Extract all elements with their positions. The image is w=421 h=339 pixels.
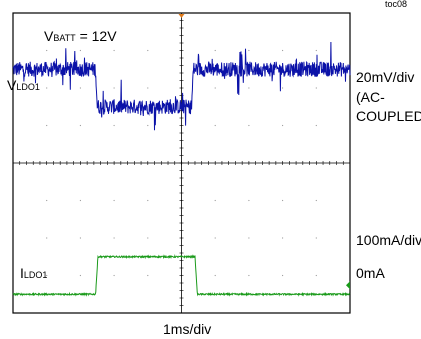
graticule-dot xyxy=(214,237,216,239)
graticule-dot xyxy=(248,87,250,89)
graticule-dot xyxy=(214,49,216,52)
time-scale-label: 1ms/div xyxy=(163,321,212,337)
vldo1-scale-line-3: COUPLED) xyxy=(356,108,421,124)
graticule-dot xyxy=(248,199,250,202)
graticule-dot xyxy=(315,49,317,52)
graticule-dot xyxy=(214,274,216,277)
graticule-dot xyxy=(282,199,284,202)
ildo1-zero-label: 0mA xyxy=(356,265,385,281)
vldo1-scale-line-2: (AC- xyxy=(356,89,385,105)
ildo1-scale-label: 100mA/div xyxy=(356,232,421,248)
ildo1-trace xyxy=(12,254,351,297)
graticule-dot xyxy=(282,87,284,89)
graticule-dot xyxy=(147,124,149,127)
graticule-dot xyxy=(113,274,115,277)
graticule-dot xyxy=(79,237,81,239)
ildo1-label: ILDO1 xyxy=(20,265,48,281)
graticule-dot xyxy=(46,237,48,239)
graticule-dot xyxy=(79,199,81,202)
graticule-dot xyxy=(214,124,216,127)
graticule-dot xyxy=(79,274,81,277)
graticule-dot xyxy=(248,274,250,277)
graticule-dot xyxy=(282,274,284,277)
graticule-dot xyxy=(113,87,115,89)
trigger-marker-icon xyxy=(178,14,185,18)
graticule-dot xyxy=(46,274,48,277)
graticule-dot xyxy=(248,124,250,127)
graticule-dot xyxy=(113,124,115,127)
graticule-dot xyxy=(315,274,317,277)
graticule-dot xyxy=(46,87,48,89)
graticule-dot xyxy=(282,237,284,239)
graticule-dot xyxy=(113,49,115,52)
graticule-dot xyxy=(315,237,317,239)
figure-id: toc08 xyxy=(385,0,408,9)
graticule-dot xyxy=(46,124,48,127)
graticule-dot xyxy=(147,49,149,52)
graticule-dot xyxy=(147,199,149,202)
graticule-dot xyxy=(214,199,216,202)
graticule-dot xyxy=(214,87,216,89)
graticule-dot xyxy=(248,237,250,239)
graticule xyxy=(12,12,351,314)
graticule-dot xyxy=(315,124,317,127)
graticule-dot xyxy=(315,199,317,202)
graticule-dot xyxy=(46,199,48,202)
graticule-dot xyxy=(147,87,149,89)
markers xyxy=(178,14,350,290)
vldo1-scale-line-1: 20mV/div xyxy=(356,69,415,85)
graticule-dot xyxy=(113,199,115,202)
graticule-dot xyxy=(315,87,317,89)
vldo1-trace xyxy=(12,41,351,131)
ildo1-level-marker-icon xyxy=(346,281,350,290)
vldo1-label: VLDO1 xyxy=(7,77,40,93)
graticule-dot xyxy=(248,49,250,52)
graticule-dot xyxy=(46,49,48,52)
traces xyxy=(12,41,351,297)
graticule-dot xyxy=(113,237,115,239)
graticule-dot xyxy=(282,124,284,127)
graticule-dot xyxy=(282,49,284,52)
graticule-dot xyxy=(79,87,81,89)
graticule-dot xyxy=(79,124,81,127)
graticule-dot xyxy=(147,237,149,239)
graticule-dot xyxy=(147,274,149,277)
graticule-dot xyxy=(79,49,81,52)
vbatt-annotation: VBATT = 12V xyxy=(44,28,117,44)
